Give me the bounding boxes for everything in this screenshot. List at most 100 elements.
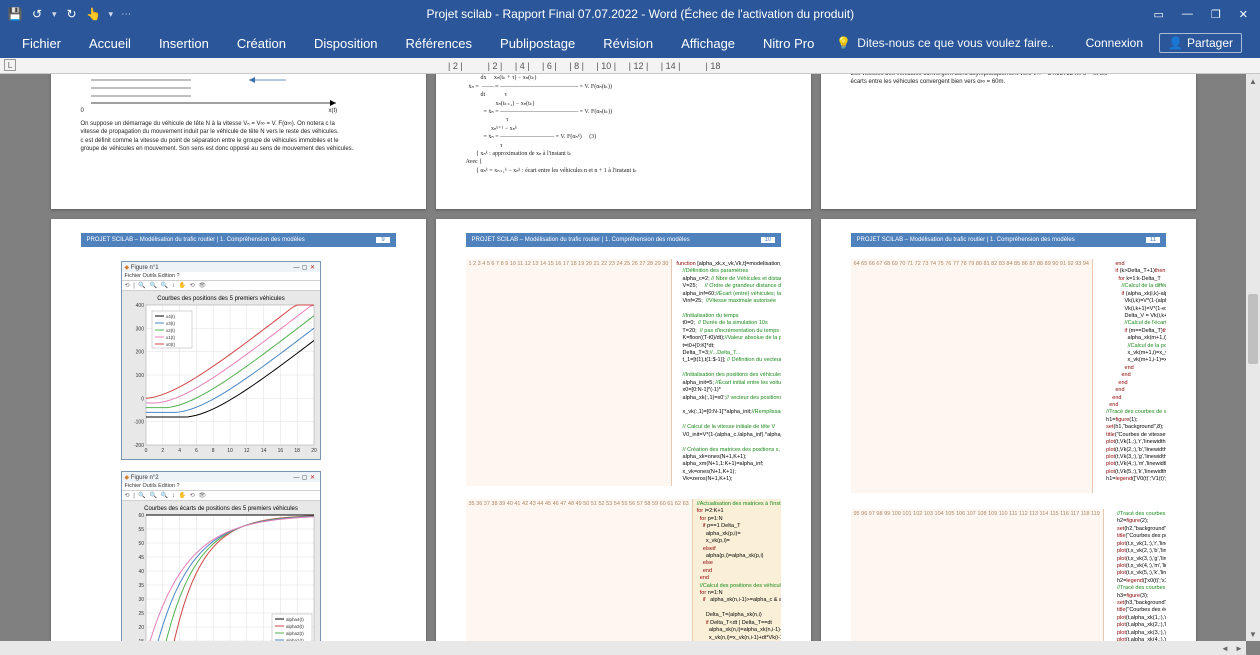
page-11: PROJET SCILAB – Modélisation du trafic r… [821, 219, 1196, 641]
tab-file[interactable]: Fichier [8, 28, 75, 58]
tell-me-search[interactable]: 💡 Dites-nous ce que vous voulez faire.. [828, 36, 1062, 50]
svg-text:20: 20 [311, 448, 317, 454]
save-icon[interactable]: 💾 [8, 7, 22, 21]
tab-home[interactable]: Accueil [75, 28, 145, 58]
svg-text:alpha2(t): alpha2(t) [286, 631, 304, 636]
fig-menubar: Fichier Outils Edition ? [122, 482, 320, 491]
scilab-figure-window: ◆ Figure n°2 —▢✕ Fichier Outils Edition … [121, 471, 321, 641]
page-prev-2: d'Euler explicite, on obtient une approx… [436, 74, 811, 209]
share-button[interactable]: 👤 Partager [1159, 33, 1242, 53]
fig-close-icon: ✕ [309, 474, 317, 481]
redo-icon[interactable]: ↻ [65, 7, 79, 21]
qat-customize-icon[interactable]: ⋯ [121, 9, 131, 20]
window-controls: ▭ — ❐ ✕ [1142, 8, 1260, 21]
fig-toolbar: ⟲ | 🔍 🔍 🔍 ↕ ✋ ⟲ 👁 [122, 281, 320, 291]
maximize-icon[interactable]: ❐ [1211, 8, 1221, 21]
tab-view[interactable]: Affichage [667, 28, 749, 58]
scroll-right-icon[interactable]: ► [1232, 644, 1246, 653]
touch-mode-icon[interactable]: 👆 [87, 7, 101, 21]
tab-mailings[interactable]: Publipostage [486, 28, 589, 58]
tab-design[interactable]: Création [223, 28, 300, 58]
svg-text:x1(t): x1(t) [166, 335, 176, 340]
fig1-plot: 02468101214161820-200-1000100200300400Co… [122, 291, 320, 459]
svg-text:x0(t): x0(t) [166, 342, 176, 347]
scroll-up-icon[interactable]: ▲ [1246, 74, 1260, 88]
svg-text:55: 55 [138, 527, 144, 533]
fig-max-icon: ▢ [301, 264, 309, 271]
page-number: 11 [1146, 237, 1160, 243]
title-bar: 💾 ↺ ▾ ↻ 👆 ▾ ⋯ Projet scilab - Rapport Fi… [0, 0, 1260, 28]
diag-xlabel: x(t) [329, 107, 338, 115]
fig-min-icon: — [293, 265, 301, 271]
svg-text:35: 35 [138, 583, 144, 589]
ruler: L | 2 | | 2 | | 4 | | 6 | | 8 | | 10 | |… [0, 58, 1260, 74]
tab-layout[interactable]: Disposition [300, 28, 392, 58]
svg-text:45: 45 [138, 555, 144, 561]
svg-text:30: 30 [138, 597, 144, 603]
tab-insert[interactable]: Insertion [145, 28, 223, 58]
tab-nitro[interactable]: Nitro Pro [749, 28, 828, 58]
ribbon-tabs: Fichier Accueil Insertion Création Dispo… [0, 28, 1260, 58]
fig-close-icon: ✕ [309, 264, 317, 271]
svg-text:alpha4(t): alpha4(t) [286, 617, 304, 622]
fig-min-icon: — [293, 475, 301, 481]
lightbulb-icon: 💡 [836, 36, 851, 50]
fig-max-icon: ▢ [301, 474, 309, 481]
code-listing-highlighted: 35 36 37 38 39 40 41 42 43 44 45 46 47 4… [466, 499, 781, 641]
page-prev-1: 0 x(t) On suppose un démarrage du véhicu… [51, 74, 426, 209]
ribbon-display-icon[interactable]: ▭ [1154, 8, 1164, 21]
svg-text:Courbes des positions des 5 pr: Courbes des positions des 5 premiers véh… [157, 296, 284, 302]
svg-text:25: 25 [138, 611, 144, 617]
horizontal-scrollbar[interactable]: ◄ ► [0, 641, 1246, 655]
svg-text:14: 14 [260, 448, 266, 454]
svg-text:0: 0 [144, 448, 147, 454]
scroll-thumb[interactable] [1248, 294, 1258, 364]
svg-text:18: 18 [294, 448, 300, 454]
page-10: PROJET SCILAB – Modélisation du trafic r… [436, 219, 811, 641]
tab-selector[interactable]: L [4, 59, 16, 71]
fig-title: Figure n°2 [131, 475, 159, 481]
svg-text:-200: -200 [133, 443, 143, 449]
page-number: 10 [761, 237, 775, 243]
svg-text:10: 10 [227, 448, 233, 454]
tell-me-placeholder: Dites-nous ce que vous voulez faire.. [857, 36, 1054, 50]
window-title: Projet scilab - Rapport Final 07.07.2022… [139, 7, 1141, 21]
svg-text:x3(t): x3(t) [166, 321, 176, 326]
svg-text:x4(t): x4(t) [166, 314, 176, 319]
svg-text:alpha3(t): alpha3(t) [286, 624, 304, 629]
fig-menubar: Fichier Outils Edition ? [122, 272, 320, 281]
scilab-figure-window: ◆ Figure n°1 —▢✕ Fichier Outils Edition … [121, 261, 321, 460]
svg-text:8: 8 [211, 448, 214, 454]
banner-text: PROJET SCILAB – Modélisation du trafic r… [857, 237, 1075, 243]
qat-sep2: ▾ [109, 9, 114, 20]
diag-origin: 0 [81, 107, 84, 115]
close-icon[interactable]: ✕ [1239, 8, 1248, 21]
svg-text:100: 100 [135, 373, 144, 379]
tab-review[interactable]: Révision [589, 28, 667, 58]
fig-title: Figure n°1 [131, 265, 159, 271]
page-area[interactable]: 0 x(t) On suppose un démarrage du véhicu… [0, 74, 1246, 641]
qat-sep: ▾ [52, 9, 57, 20]
tab-references[interactable]: Références [392, 28, 486, 58]
minimize-icon[interactable]: — [1182, 8, 1193, 20]
svg-text:16: 16 [277, 448, 283, 454]
svg-text:x2(t): x2(t) [166, 328, 176, 333]
ruler-ticks: | 2 | | 2 | | 4 | | 6 | | 8 | | 10 | | 1… [448, 61, 720, 71]
banner-text: PROJET SCILAB – Modélisation du trafic r… [472, 237, 690, 243]
page-body-math: d'Euler explicite, on obtient une approx… [466, 74, 781, 175]
share-label: Partager [1187, 36, 1233, 50]
svg-text:400: 400 [135, 303, 144, 309]
scroll-down-icon[interactable]: ▼ [1246, 627, 1260, 641]
scroll-left-icon[interactable]: ◄ [1218, 644, 1232, 653]
svg-text:0: 0 [141, 396, 144, 402]
page-number: 9 [376, 237, 390, 243]
vertical-scrollbar[interactable]: ▲ ▼ [1246, 74, 1260, 641]
svg-text:6: 6 [195, 448, 198, 454]
undo-icon[interactable]: ↺ [30, 7, 44, 21]
page-body-text: Les vitesses des véhicules convergent do… [851, 74, 1166, 87]
svg-text:40: 40 [138, 569, 144, 575]
page-9: PROJET SCILAB – Modélisation du trafic r… [51, 219, 426, 641]
quick-access-toolbar: 💾 ↺ ▾ ↻ 👆 ▾ ⋯ [0, 7, 139, 21]
signin-link[interactable]: Connexion [1086, 36, 1143, 50]
svg-text:Courbes des écarts de position: Courbes des écarts de positions des 5 pr… [144, 506, 298, 512]
